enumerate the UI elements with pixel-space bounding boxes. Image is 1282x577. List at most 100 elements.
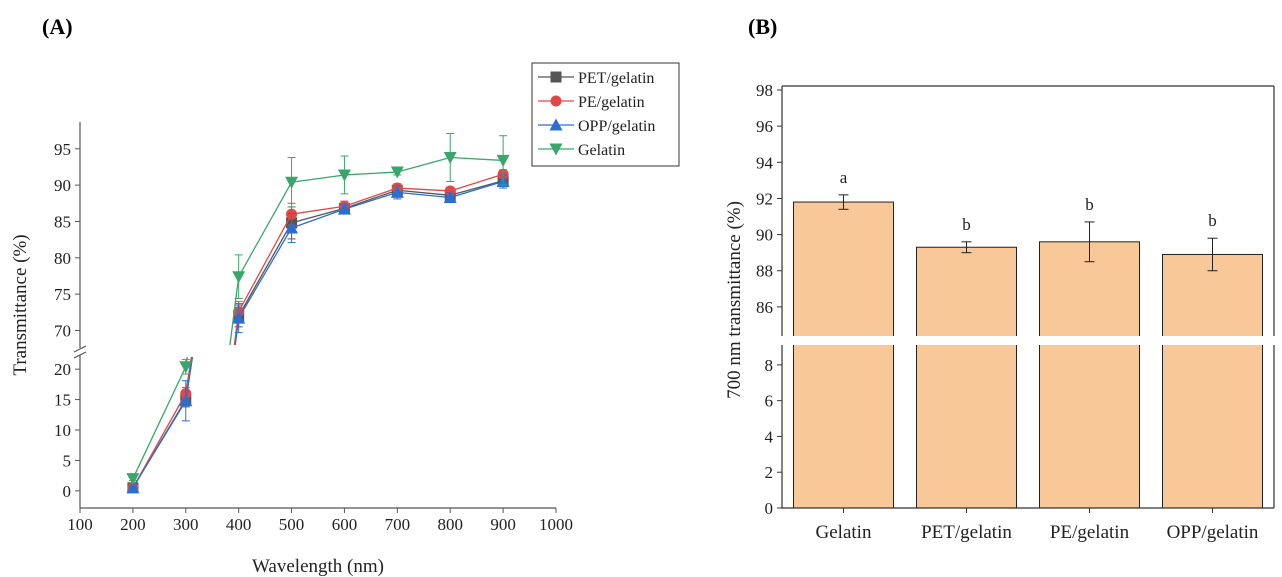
- bar-pe-gelatin: b PE/gelatin: [1039, 195, 1140, 543]
- series-line-segment: [450, 180, 504, 199]
- data-point: [550, 71, 562, 83]
- series-line-segment: [291, 174, 345, 183]
- series-line-segment: [132, 366, 187, 479]
- series-line-segment: [450, 156, 504, 162]
- panel-a-legend: PET/gelatin PE/gelatin OPP/gelatin Gelatin: [531, 62, 680, 167]
- series-line-segment: [450, 173, 504, 192]
- data-point: [550, 95, 562, 107]
- panel-a-y-axis-title: Transmittance (%): [10, 234, 31, 375]
- panel-a-y-tick-label: 0: [63, 482, 72, 501]
- significance-letter: b: [1085, 195, 1094, 214]
- series-line-segment: [238, 222, 293, 317]
- panel-a-y-tick-label: 15: [54, 391, 71, 410]
- panel-a-x-tick-label: 300: [173, 515, 199, 534]
- panel-a-x-tick-label: 500: [279, 515, 305, 534]
- panel-b-y-tick-label: 2: [765, 463, 774, 482]
- category-label: PE/gelatin: [1050, 522, 1130, 543]
- bar: [1162, 253, 1263, 509]
- bar: [793, 201, 894, 509]
- data-point: [549, 143, 563, 156]
- panel-b-y-tick-label: 96: [756, 117, 773, 136]
- series-line-segment: [132, 400, 187, 489]
- panel-b-bar-chart: (B) 700 nm transmittance (%) a Gelatin b PE…: [724, 14, 1277, 543]
- data-point: [179, 394, 193, 407]
- significance-letter: b: [1208, 211, 1217, 230]
- panel-a-x-tick-label: 1000: [539, 515, 573, 534]
- panel-b-y-tick-label: 8: [765, 356, 774, 375]
- series-line-segment: [344, 191, 398, 210]
- series-line-segment: [291, 208, 345, 229]
- legend-label: OPP/gelatin: [578, 118, 655, 135]
- panel-b-label: (B): [748, 14, 777, 39]
- panel-a-y-tick-label: 70: [54, 321, 71, 340]
- data-point: [126, 473, 140, 486]
- panel-a-y-tick-label: 80: [54, 249, 71, 268]
- panel-a-axis-break-mark: [73, 345, 87, 353]
- legend-label: Gelatin: [578, 142, 625, 159]
- data-point: [443, 152, 457, 165]
- series-line-segment: [238, 213, 293, 312]
- series-line-segment: [229, 276, 240, 346]
- series-opp-gelatin: [126, 174, 510, 494]
- series-line-segment: [450, 180, 504, 196]
- series-pet-gelatin: [127, 175, 509, 494]
- data-point: [337, 169, 351, 182]
- data-point: [549, 118, 563, 131]
- panel-a-x-tick-label: 200: [120, 515, 146, 534]
- panel-b-y-tick-label: 86: [756, 298, 773, 317]
- series-line-segment: [344, 171, 398, 176]
- data-point: [285, 176, 299, 189]
- significance-letter: b: [962, 215, 971, 234]
- panel-a-line-chart: (A) Wavelength (nm) Transmittance (%) 10…: [10, 14, 680, 577]
- series-line-segment: [397, 187, 451, 192]
- panel-a-x-tick-label: 600: [332, 515, 358, 534]
- series-pe-gelatin: [127, 168, 509, 494]
- panel-a-y-tick-label: 20: [54, 360, 71, 379]
- panel-a-y-tick-label: 10: [54, 421, 71, 440]
- panel-a-x-tick-label: 900: [490, 515, 516, 534]
- panel-a-y-tick-label: 85: [54, 212, 71, 231]
- data-point: [285, 221, 299, 234]
- series-line-segment: [397, 189, 451, 196]
- axis-break-band: [779, 336, 1277, 345]
- category-label: OPP/gelatin: [1167, 522, 1259, 543]
- bar: [1039, 241, 1140, 509]
- series-line-segment: [291, 207, 345, 224]
- series-line-segment: [291, 205, 345, 215]
- panel-b-y-tick-label: 4: [765, 427, 774, 446]
- data-point: [390, 166, 404, 179]
- panel-a-y-tick-label: 75: [54, 285, 71, 304]
- bar-opp-gelatin: b OPP/gelatin: [1162, 211, 1263, 543]
- legend-label: PE/gelatin: [578, 94, 645, 111]
- data-point: [390, 185, 404, 198]
- series-line-segment: [397, 156, 451, 173]
- panel-a-x-tick-label: 700: [385, 515, 411, 534]
- series-line-segment: [397, 191, 451, 199]
- panel-a-y-tick-label: 90: [54, 176, 71, 195]
- data-point: [443, 190, 457, 203]
- data-point: [232, 311, 246, 324]
- panel-a-label: (A): [42, 14, 73, 39]
- data-point: [496, 154, 510, 167]
- panel-a-y-tick-label: 95: [54, 140, 71, 159]
- bar: [916, 246, 1017, 509]
- panel-a-axis-break-mark: [73, 351, 87, 359]
- series-gelatin: [126, 133, 510, 486]
- series-line-segment: [238, 227, 293, 319]
- bar-gelatin: a Gelatin: [793, 168, 894, 543]
- panel-b-y-tick-label: 88: [756, 262, 773, 281]
- series-line-segment: [344, 187, 398, 207]
- panel-b-y-tick-label: 94: [756, 153, 774, 172]
- panel-b-y-tick-label: 0: [765, 499, 774, 518]
- series-line-segment: [238, 181, 293, 278]
- data-point: [179, 361, 193, 374]
- legend-label: PET/gelatin: [578, 70, 654, 87]
- panel-b-y-axis-title: 700 nm transmittance (%): [724, 201, 745, 399]
- panel-a-x-tick-label: 400: [226, 515, 252, 534]
- panel-b-y-tick-label: 90: [756, 226, 773, 245]
- data-point: [337, 202, 351, 215]
- panel-b-y-tick-label: 92: [756, 189, 773, 208]
- panel-b-y-tick-label: 98: [756, 81, 773, 100]
- data-point: [126, 481, 140, 494]
